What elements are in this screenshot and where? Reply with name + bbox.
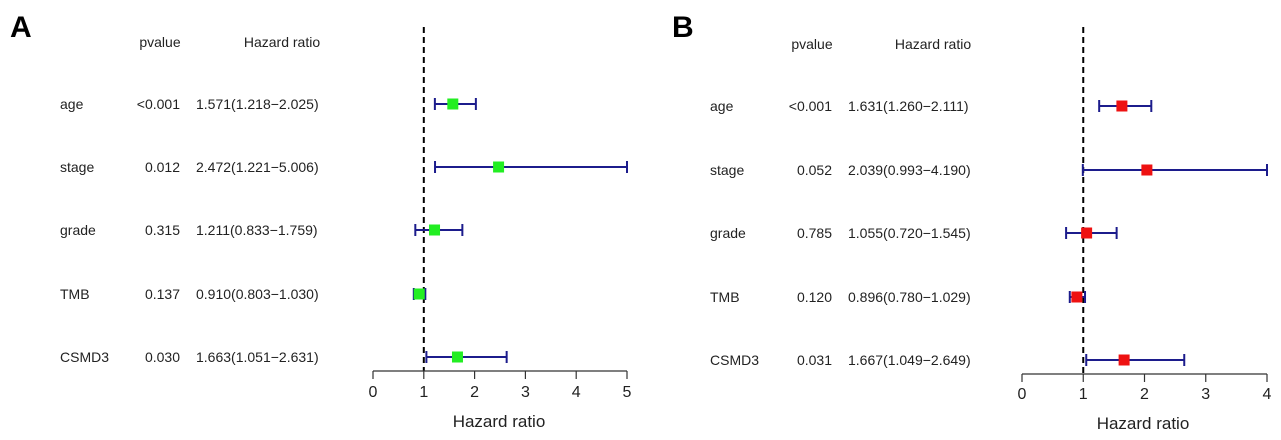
x-tick-label: 0: [369, 384, 378, 401]
x-tick-label: 0: [1018, 386, 1027, 403]
row-hazard-ratio: 0.910(0.803−1.030): [196, 286, 319, 302]
hr-point: [1071, 291, 1083, 303]
row-hazard-ratio: 1.631(1.260−2.111): [848, 98, 969, 114]
row-label: stage: [710, 162, 744, 178]
x-tick-label: 5: [623, 384, 632, 401]
row-pvalue: 0.030: [145, 349, 180, 365]
x-tick-label: 4: [572, 384, 581, 401]
x-tick-label: 1: [1079, 386, 1088, 403]
x-tick-label: 2: [470, 384, 479, 401]
panel-b: B pvalue Hazard ratio Hazard ratio 0 1 2 3 4…: [672, 11, 1272, 433]
row-label: age: [710, 98, 734, 114]
row-label: TMB: [60, 286, 90, 302]
hr-point: [413, 288, 425, 300]
hr-point: [1081, 227, 1093, 239]
hazard-ratio-header: Hazard ratio: [895, 36, 971, 52]
panel-label: A: [10, 11, 32, 44]
row-label: CSMD3: [60, 349, 109, 365]
row-pvalue: 0.031: [797, 352, 832, 368]
row-pvalue: 0.012: [145, 159, 180, 175]
row-hazard-ratio: 2.472(1.221−5.006): [196, 159, 319, 175]
row-label: age: [60, 96, 84, 112]
row-pvalue: 0.785: [797, 225, 832, 241]
panel-label: B: [672, 11, 694, 44]
hazard-ratio-header: Hazard ratio: [244, 34, 320, 50]
row-hazard-ratio: 2.039(0.993−4.190): [848, 162, 971, 178]
hr-point: [429, 224, 441, 236]
pvalue-header: pvalue: [139, 34, 180, 50]
row-pvalue: <0.001: [137, 96, 180, 112]
row-label: grade: [60, 222, 96, 238]
hr-point: [493, 161, 505, 173]
row-pvalue: 0.315: [145, 222, 180, 238]
x-axis-title: Hazard ratio: [1097, 414, 1190, 433]
pvalue-header: pvalue: [791, 36, 832, 52]
x-tick-label: 2: [1140, 386, 1149, 403]
hr-point: [451, 351, 463, 363]
row-hazard-ratio: 0.896(0.780−1.029): [848, 289, 971, 305]
x-axis-title: Hazard ratio: [453, 412, 546, 431]
row-label: TMB: [710, 289, 740, 305]
row-pvalue: 0.137: [145, 286, 180, 302]
row-pvalue: 0.052: [797, 162, 832, 178]
row-pvalue: <0.001: [789, 98, 832, 114]
panel-a: A pvalue Hazard ratio Hazard ratio 0 1 2 3 4…: [10, 11, 632, 431]
x-tick-label: 1: [419, 384, 428, 401]
row-hazard-ratio: 1.663(1.051−2.631): [196, 349, 319, 365]
hr-point: [1141, 164, 1153, 176]
row-hazard-ratio: 1.055(0.720−1.545): [848, 225, 971, 241]
row-hazard-ratio: 1.211(0.833−1.759): [196, 222, 318, 238]
x-tick-label: 3: [521, 384, 530, 401]
row-hazard-ratio: 1.667(1.049−2.649): [848, 352, 971, 368]
hr-point: [1116, 100, 1128, 112]
row-pvalue: 0.120: [797, 289, 832, 305]
hr-point: [447, 98, 459, 110]
hr-point: [1118, 354, 1130, 366]
x-tick-label: 3: [1201, 386, 1210, 403]
row-hazard-ratio: 1.571(1.218−2.025): [196, 96, 319, 112]
row-label: CSMD3: [710, 352, 759, 368]
row-label: stage: [60, 159, 94, 175]
row-label: grade: [710, 225, 746, 241]
x-tick-label: 4: [1263, 386, 1272, 403]
